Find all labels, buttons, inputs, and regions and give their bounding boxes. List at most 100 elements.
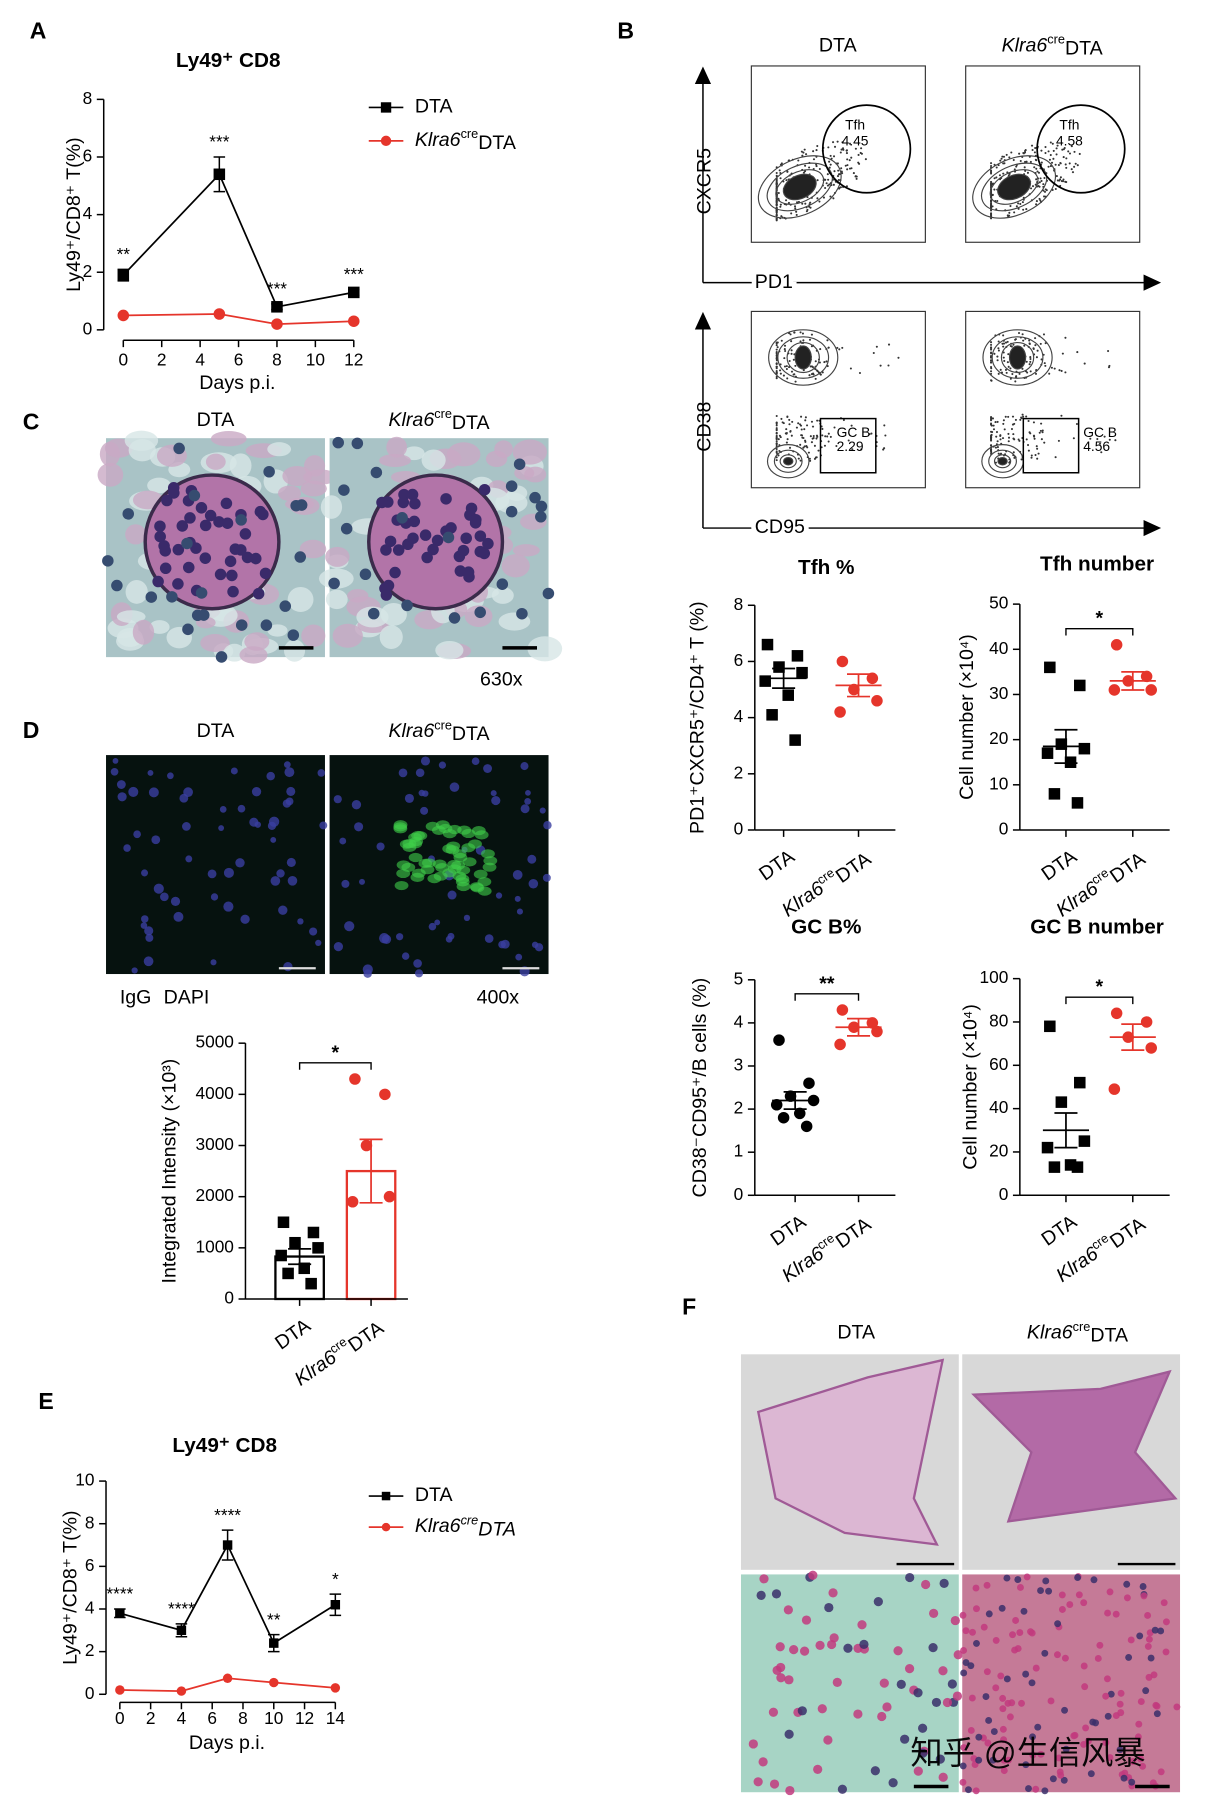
flow-event bbox=[826, 173, 829, 176]
y-tick-label: 10 bbox=[989, 773, 1008, 793]
stain-dapi: DAPI bbox=[164, 986, 210, 1008]
tissue bbox=[200, 634, 230, 652]
tissue-cell bbox=[904, 1664, 915, 1674]
y-tick-label: 6 bbox=[85, 1555, 95, 1575]
flow-y-label: CXCR5 bbox=[693, 148, 715, 214]
flow-event bbox=[775, 174, 778, 177]
flow-event bbox=[997, 372, 1000, 375]
flow-event bbox=[804, 416, 807, 419]
nucleus bbox=[154, 530, 166, 543]
nucleus bbox=[214, 568, 227, 581]
flow-event bbox=[1007, 215, 1010, 218]
flow-event bbox=[1034, 344, 1037, 347]
flow-event bbox=[792, 358, 795, 361]
density-contour bbox=[766, 162, 833, 212]
flow-event bbox=[804, 164, 807, 167]
flow-event bbox=[887, 343, 891, 346]
density-contour bbox=[988, 449, 1017, 473]
flow-event bbox=[1018, 372, 1021, 375]
flow-event bbox=[845, 185, 848, 188]
igg-signal bbox=[477, 886, 492, 896]
dapi-nucleus bbox=[284, 767, 295, 778]
flow-event bbox=[990, 182, 993, 185]
tissue-cell bbox=[960, 1646, 968, 1654]
tissue bbox=[147, 477, 171, 494]
tissue-cell bbox=[1129, 1758, 1137, 1765]
marker bbox=[348, 286, 360, 299]
dapi-nucleus bbox=[210, 893, 219, 901]
nucleus bbox=[419, 529, 432, 541]
y-tick-label: 10 bbox=[75, 1470, 94, 1490]
flow-event bbox=[815, 163, 818, 166]
flow-event bbox=[799, 424, 803, 427]
marker bbox=[791, 650, 804, 662]
flow-event bbox=[860, 147, 863, 150]
flow-event bbox=[1012, 433, 1015, 436]
tissue-cell bbox=[938, 1666, 948, 1676]
flow-event bbox=[828, 166, 831, 169]
flow-event bbox=[1032, 347, 1035, 350]
flow-event bbox=[814, 360, 817, 363]
nucleus bbox=[470, 513, 482, 526]
nucleus bbox=[359, 568, 372, 581]
density-contour bbox=[980, 162, 1048, 212]
marker bbox=[1108, 684, 1121, 696]
density-contour bbox=[773, 449, 803, 473]
marker bbox=[1041, 1141, 1054, 1154]
flow-event bbox=[870, 432, 873, 435]
flow-event bbox=[1042, 333, 1046, 336]
tissue-cell bbox=[1075, 1591, 1083, 1599]
flow-event bbox=[1003, 359, 1006, 362]
y-tick-label: 3 bbox=[734, 1055, 744, 1075]
flow-event bbox=[1042, 183, 1045, 186]
flow-event bbox=[1028, 431, 1031, 434]
flow-event bbox=[819, 348, 822, 351]
flow-event bbox=[883, 447, 886, 450]
marker bbox=[834, 1038, 846, 1051]
tissue-cell bbox=[1080, 1599, 1088, 1607]
flow-event bbox=[868, 433, 871, 436]
flow-event bbox=[805, 153, 808, 156]
flow-event bbox=[775, 354, 778, 357]
flow-event bbox=[1049, 141, 1052, 144]
y-tick-label: 0 bbox=[85, 1683, 95, 1703]
igg-signal bbox=[435, 863, 450, 873]
flow-event bbox=[1029, 356, 1032, 359]
flow-event bbox=[809, 435, 812, 438]
dapi-nucleus bbox=[117, 792, 127, 802]
significance: * bbox=[332, 1042, 340, 1064]
y-axis-label: PD1⁺CXCR5⁺/CD4⁺ T (%) bbox=[687, 601, 709, 834]
flow-event bbox=[790, 349, 793, 352]
flow-event bbox=[1060, 414, 1063, 417]
significance: * bbox=[1096, 976, 1104, 998]
tissue-cell bbox=[1034, 1723, 1042, 1731]
tissue-cell bbox=[1080, 1740, 1088, 1748]
flow-event bbox=[1103, 435, 1106, 438]
tissue-cell bbox=[828, 1588, 838, 1598]
flow-event bbox=[1021, 367, 1024, 370]
tissue-cell bbox=[853, 1709, 863, 1719]
nucleus bbox=[254, 505, 267, 518]
flow-event bbox=[1012, 451, 1015, 454]
flow-event bbox=[836, 162, 839, 165]
igg-signal bbox=[456, 865, 471, 875]
flow-event bbox=[1017, 332, 1021, 335]
flow-event bbox=[1070, 168, 1073, 171]
dapi-nucleus bbox=[110, 767, 119, 776]
flow-event bbox=[1064, 336, 1067, 339]
tissue-cell bbox=[1062, 1745, 1070, 1753]
flow-event bbox=[1054, 187, 1057, 191]
marker bbox=[1064, 1159, 1077, 1171]
tissue-cell bbox=[1054, 1620, 1062, 1628]
flow-event bbox=[775, 211, 778, 214]
nucleus bbox=[332, 436, 344, 449]
tissue-cell bbox=[967, 1662, 975, 1670]
flow-event bbox=[1018, 439, 1021, 442]
sem-bar bbox=[288, 1248, 312, 1266]
dapi-nucleus bbox=[420, 806, 429, 815]
dapi-nucleus bbox=[218, 825, 225, 831]
flow-event bbox=[1054, 456, 1057, 459]
flow-event bbox=[790, 434, 793, 437]
tissue-cell bbox=[1145, 1635, 1153, 1643]
nucleus bbox=[529, 491, 541, 504]
